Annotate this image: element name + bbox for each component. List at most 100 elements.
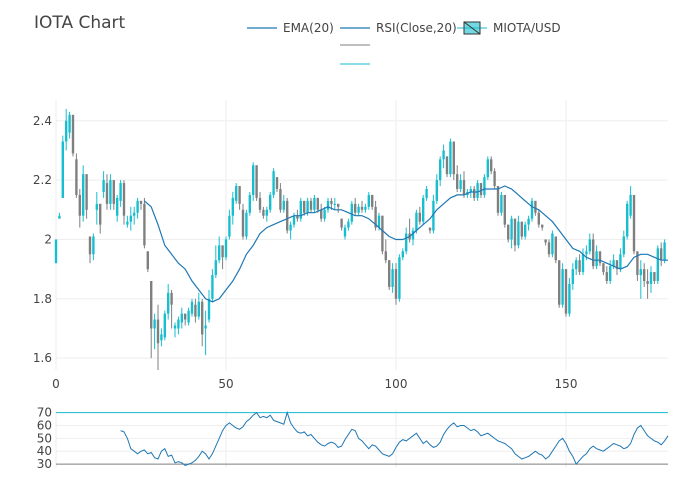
candle-down (337, 203, 340, 207)
candle-up (109, 180, 112, 204)
candle-up (61, 141, 64, 198)
legend: EMA(20) RSI(Close,20) MIOTA/USD (247, 21, 561, 65)
candle-down (578, 260, 581, 273)
candle-down (255, 165, 258, 198)
candle-up (405, 233, 408, 252)
legend-item-ema[interactable]: EMA(20) (247, 21, 334, 35)
candle-down (452, 141, 455, 175)
candle-up (449, 141, 452, 175)
candle-down (112, 180, 115, 204)
candle-up (483, 177, 486, 195)
candle-up (581, 254, 585, 273)
candle-up (153, 319, 156, 329)
candle-up (585, 251, 588, 255)
candle-up (425, 189, 428, 198)
candle-down (632, 194, 636, 252)
candle-up (119, 183, 122, 201)
legend-rsi-label: RSI(Close,20) (376, 21, 457, 35)
candle-up (231, 197, 234, 216)
candle-up (486, 159, 489, 178)
rsi-tick-label: 70 (37, 406, 52, 420)
rsi-tick-label: 50 (37, 431, 52, 445)
candle-down (636, 251, 639, 276)
legend-item-rsi[interactable]: RSI(Close,20) (340, 21, 457, 35)
candle-up (568, 283, 571, 314)
candle-down (479, 183, 483, 195)
candle-up (102, 180, 105, 192)
candle-down (360, 206, 364, 210)
candle-up (133, 212, 136, 216)
candle-up (595, 251, 598, 267)
candle-down (309, 200, 313, 210)
candle-up (588, 239, 591, 252)
candle-up (415, 212, 418, 231)
candle-down (201, 301, 204, 335)
candle-up (530, 200, 534, 219)
candle-down (534, 200, 537, 213)
candle-up (160, 334, 163, 341)
candle-up (401, 251, 404, 258)
candle-down (170, 292, 173, 305)
candle-down (139, 200, 143, 204)
candle-up (245, 212, 248, 237)
candle-up (92, 236, 95, 255)
candle-down (330, 200, 333, 204)
candle-up (527, 218, 530, 225)
candle-up (163, 313, 166, 338)
candle-up (207, 298, 211, 320)
x-tick-label: 0 (52, 377, 60, 391)
candle-up (639, 269, 642, 276)
candle-down (88, 236, 92, 255)
candle-down (547, 242, 551, 255)
candle-down (303, 200, 306, 213)
candle-down (156, 319, 160, 344)
candlestick-series (54, 108, 666, 370)
candle-down (99, 203, 102, 225)
candle-down (143, 203, 146, 246)
candle-down (241, 209, 245, 237)
candle-down (279, 189, 282, 210)
candle-up (561, 269, 564, 305)
candle-up (575, 260, 578, 270)
candle-down (598, 251, 602, 264)
legend-price-label: MIOTA/USD (493, 21, 561, 35)
candle-down (316, 197, 319, 210)
candle-up (167, 292, 170, 314)
candle-down (381, 215, 384, 252)
candle-up (313, 197, 316, 210)
candle-up (126, 221, 129, 225)
candle-down (146, 251, 149, 270)
x-tick-label: 50 (218, 377, 233, 391)
candle-up (218, 245, 221, 261)
candle-down (71, 114, 75, 154)
candle-down (462, 180, 466, 195)
candle-down (473, 189, 476, 198)
candle-down (428, 227, 432, 231)
y-tick-label: 2 (44, 232, 52, 246)
candle-up (432, 200, 435, 231)
candle-up (248, 194, 251, 213)
candle-down (384, 251, 387, 261)
legend-item-price[interactable]: MIOTA/USD (457, 21, 561, 35)
main-axis-ticks: 0 50 100 150 1.6 1.8 2 2.2 2.4 (33, 114, 578, 391)
candle-up (571, 269, 574, 284)
x-tick-label: 150 (555, 377, 578, 391)
candle-up (524, 224, 527, 237)
candle-up (612, 260, 615, 267)
candle-up (469, 189, 472, 192)
candle-down (258, 197, 262, 210)
candle-up (190, 301, 194, 314)
candle-up (422, 197, 425, 222)
candle-up (252, 165, 255, 195)
main-grid (55, 100, 668, 468)
candle-down (520, 221, 523, 237)
legend-price-swatch-diagonal (463, 21, 481, 35)
y-tick-label: 2.4 (33, 114, 52, 128)
candle-down (496, 186, 500, 213)
candle-down (605, 272, 608, 281)
candle-up (228, 215, 231, 237)
candle-down (262, 209, 265, 216)
candle-up (204, 325, 207, 329)
